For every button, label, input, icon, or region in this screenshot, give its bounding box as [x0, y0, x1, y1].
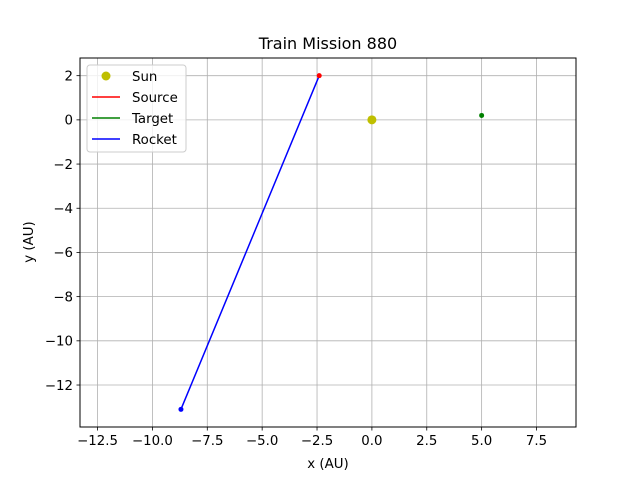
sun-marker	[367, 115, 377, 125]
legend-label-target: Target	[131, 112, 173, 127]
x-tick-label: −5.0	[246, 434, 278, 449]
x-tick-label: 7.5	[526, 434, 547, 449]
position-point	[178, 406, 184, 412]
x-tick-label: −2.5	[301, 434, 333, 449]
legend-box	[86, 64, 187, 153]
legend-label-rocket: Rocket	[132, 133, 177, 148]
ticks: −12.5 −10.0 −7.5 −5.0 −2.5 0.0 2.5 5.0 7.5 2 0 −2 −4…	[45, 69, 547, 449]
y-tick-label: 2	[65, 69, 73, 84]
legend: Sun Source Target Rocket	[86, 64, 187, 153]
y-tick-label: −4	[53, 202, 73, 217]
x-tick-label: 0.0	[361, 434, 382, 449]
y-tick-label: −12	[45, 379, 73, 394]
plot-frame	[79, 57, 577, 428]
y-tick-label: −6	[53, 246, 73, 261]
y-axis-label: y (AU)	[22, 221, 37, 262]
x-tick-label: −7.5	[191, 434, 223, 449]
rocket-trajectory-line	[180, 75, 320, 410]
y-tick-label: −2	[53, 158, 73, 173]
y-tick-label: −10	[45, 335, 73, 350]
chart-title: Train Mission 880	[258, 34, 397, 53]
x-tick-label: −10.0	[132, 434, 173, 449]
legend-label-sun: Sun	[132, 70, 157, 85]
plot-series	[178, 73, 485, 412]
x-tick-label: 2.5	[416, 434, 437, 449]
position-point	[479, 112, 485, 118]
legend-label-source: Source	[132, 91, 178, 106]
position-point	[316, 73, 322, 79]
legend-marker-sun	[101, 71, 111, 81]
y-tick-label: −8	[53, 290, 73, 305]
y-tick-label: 0	[65, 114, 73, 129]
x-tick-label: −12.5	[77, 434, 118, 449]
x-tick-label: 5.0	[471, 434, 492, 449]
x-axis-label: x (AU)	[307, 457, 348, 472]
